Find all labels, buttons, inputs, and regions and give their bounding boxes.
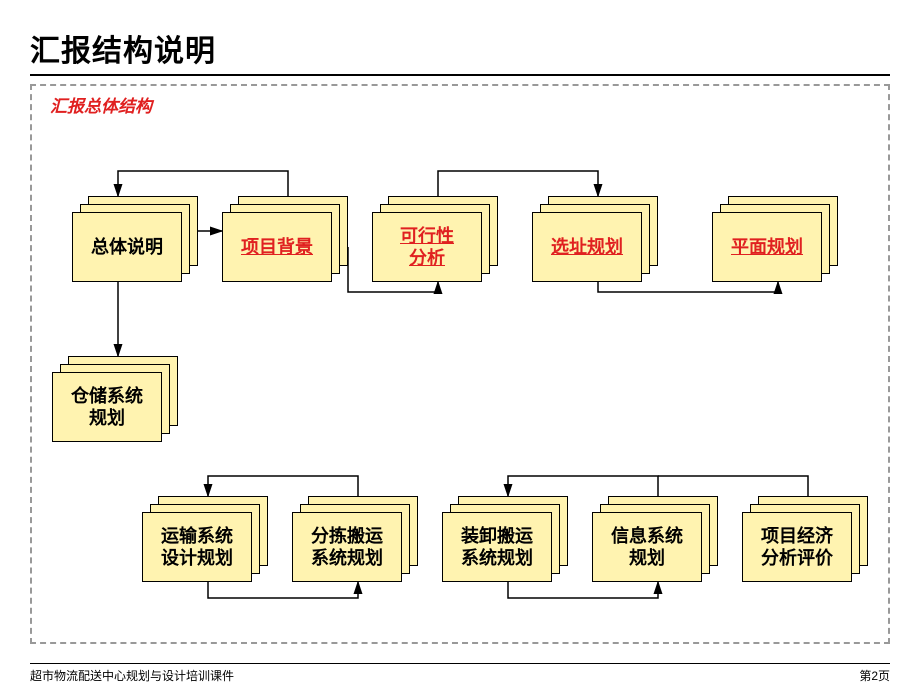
slide-footer: 超市物流配送中心规划与设计培训课件 第2页	[30, 663, 890, 684]
flow-node-n4: 选址规划	[532, 196, 658, 282]
edge-9	[508, 476, 658, 496]
flow-node-n8: 分拣搬运 系统规划	[292, 496, 418, 582]
node-label: 项目经济 分析评价	[761, 525, 833, 570]
title-divider	[30, 74, 890, 76]
flow-node-n1: 总体说明	[72, 196, 198, 282]
node-label: 总体说明	[91, 236, 163, 259]
node-label: 平面规划	[731, 236, 803, 259]
flow-node-n5: 平面规划	[712, 196, 838, 282]
flow-node-n7: 运输系统 设计规划	[142, 496, 268, 582]
flow-node-n2: 项目背景	[222, 196, 348, 282]
edge-5	[118, 171, 288, 196]
card-front: 总体说明	[72, 212, 182, 282]
card-front: 可行性 分析	[372, 212, 482, 282]
node-label: 选址规划	[551, 236, 623, 259]
card-front: 选址规划	[532, 212, 642, 282]
node-label: 项目背景	[241, 236, 313, 259]
flow-node-n3: 可行性 分析	[372, 196, 498, 282]
flow-node-n9: 装卸搬运 系统规划	[442, 496, 568, 582]
edge-8	[508, 582, 658, 598]
edge-10	[658, 476, 808, 496]
edge-3	[598, 282, 778, 292]
node-label: 信息系统 规划	[611, 525, 683, 570]
card-front: 项目经济 分析评价	[742, 512, 852, 582]
node-label: 仓储系统 规划	[71, 385, 143, 430]
node-label: 分拣搬运 系统规划	[311, 525, 383, 570]
edge-6	[208, 582, 358, 598]
edge-7	[208, 476, 358, 496]
node-label: 可行性 分析	[400, 225, 454, 270]
flow-node-n11: 项目经济 分析评价	[742, 496, 868, 582]
node-label: 运输系统 设计规划	[161, 525, 233, 570]
flow-node-n10: 信息系统 规划	[592, 496, 718, 582]
footer-left: 超市物流配送中心规划与设计培训课件	[30, 667, 234, 684]
diagram-container: 汇报总体结构 总体说明项目背景可行性 分析选址规划平面规划仓储系统 规划运输系统…	[30, 84, 890, 644]
edge-2	[438, 171, 598, 196]
node-label: 装卸搬运 系统规划	[461, 525, 533, 570]
footer-right: 第2页	[859, 667, 890, 684]
card-front: 仓储系统 规划	[52, 372, 162, 442]
card-front: 运输系统 设计规划	[142, 512, 252, 582]
flow-node-n6: 仓储系统 规划	[52, 356, 178, 442]
card-front: 信息系统 规划	[592, 512, 702, 582]
card-front: 平面规划	[712, 212, 822, 282]
card-front: 装卸搬运 系统规划	[442, 512, 552, 582]
card-front: 项目背景	[222, 212, 332, 282]
slide-title: 汇报结构说明	[30, 26, 890, 70]
card-front: 分拣搬运 系统规划	[292, 512, 402, 582]
diagram-canvas: 总体说明 项目背景 可行性 分析 选址规划 平面规划仓储系统 规划运输系统 设计规划 分拣…	[32, 86, 888, 642]
